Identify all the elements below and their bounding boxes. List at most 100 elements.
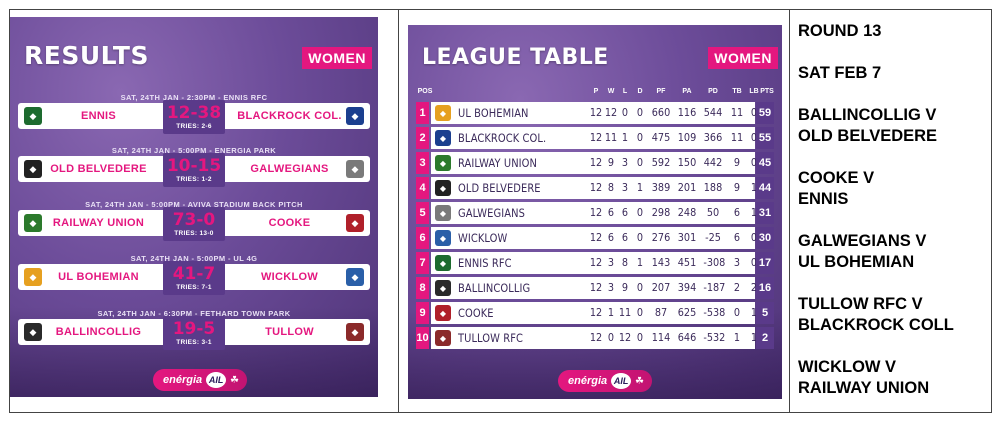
home-crest-icon: ◆ — [24, 268, 42, 286]
row-points: 55 — [756, 127, 774, 149]
cell-w: 6 — [607, 206, 615, 219]
row-body: ◆ OLD BELVEDERE 12 8 3 1 389 201 188 9 1 — [431, 177, 757, 199]
irfu-crest-icon: ☘ — [230, 374, 240, 386]
col-header-pd: PD — [708, 88, 718, 95]
away-crest-icon: ◆ — [346, 268, 364, 286]
cell-lb: 0 — [750, 156, 758, 169]
cell-tb: 9 — [733, 181, 741, 194]
home-crest-icon: ◆ — [24, 323, 42, 341]
match-result: SAT, 24TH JAN - 5:00PM - UL 4G ◆ UL BOHEMI… — [18, 253, 370, 295]
team-name: COOKE — [458, 306, 494, 320]
cell-w: 8 — [607, 181, 615, 194]
home-team: ENNIS — [80, 110, 117, 122]
cell-pd: -538 — [703, 306, 726, 319]
match-bar: ◆ OLD BELVEDERE 10-15 TRIES: 1-2 GALWEGIANS ◆ — [18, 153, 370, 187]
team-crest-icon: ◆ — [435, 105, 451, 121]
cell-tb: 6 — [733, 231, 741, 244]
row-points: 59 — [756, 102, 774, 124]
score-box: 12-38 TRIES: 2-6 — [163, 100, 225, 134]
cell-pf: 592 — [651, 156, 671, 169]
tries: TRIES: 1-2 — [176, 175, 212, 183]
table-row: 2 ◆ BLACKROCK COL. 12 11 1 0 475 109 366 11 0 55 — [416, 127, 774, 149]
fixture-home: BALLINCOLLIG V — [798, 106, 937, 124]
team-crest-icon: ◆ — [435, 330, 451, 346]
fixture-games: BALLINCOLLIG V OLD BELVEDERE COOKE V ENNIS G… — [798, 105, 988, 399]
cell-tb: 11 — [730, 106, 744, 119]
table-row: 5 ◆ GALWEGIANS 12 6 6 0 298 248 50 6 1 31 — [416, 202, 774, 224]
team-crest-icon: ◆ — [435, 280, 451, 296]
col-header-pts: PTS — [760, 88, 774, 95]
cell-pf: 207 — [651, 281, 671, 294]
fixture-away: ENNIS — [798, 190, 849, 208]
results-graphic: RESULTS WOMEN SAT, 24TH JAN - 2:30PM - E… — [10, 17, 378, 397]
cell-l: 3 — [621, 181, 629, 194]
team-name: BLACKROCK COL. — [458, 131, 547, 145]
row-points: 44 — [756, 177, 774, 199]
match-meta: SAT, 24TH JAN - 5:00PM - ENERGIA PARK — [111, 146, 277, 155]
team-name: GALWEGIANS — [458, 206, 525, 220]
cell-w: 0 — [607, 331, 615, 344]
fixture-away: BLACKROCK COLL — [798, 316, 954, 334]
cell-p: 12 — [589, 206, 603, 219]
cell-pf: 276 — [651, 231, 671, 244]
home-side: ◆ RAILWAY UNION — [24, 214, 155, 232]
fixture-away: UL BOHEMIAN — [798, 253, 915, 271]
cell-pa: 394 — [677, 281, 697, 294]
fixture: COOKE V ENNIS — [798, 168, 988, 210]
team-name: WICKLOW — [458, 231, 508, 245]
match-meta: SAT, 24TH JAN - 5:00PM - UL 4G — [130, 254, 258, 263]
cell-p: 12 — [589, 106, 603, 119]
league-title: LEAGUE TABLE — [422, 45, 609, 70]
fixture: GALWEGIANS V UL BOHEMIAN — [798, 231, 988, 273]
away-side: BLACKROCK COL. ◆ — [233, 107, 364, 125]
cell-p: 12 — [589, 231, 603, 244]
home-team: RAILWAY UNION — [52, 217, 145, 229]
cell-tb: 2 — [733, 281, 741, 294]
cell-pd: -532 — [703, 331, 726, 344]
col-header-tb: TB — [732, 88, 742, 95]
away-team: BLACKROCK COL. — [237, 110, 342, 122]
cell-pf: 114 — [651, 331, 671, 344]
away-crest-icon: ◆ — [346, 214, 364, 232]
cell-p: 12 — [589, 306, 603, 319]
match-bar: ◆ RAILWAY UNION 73-0 TRIES: 13-0 COOKE ◆ — [18, 207, 370, 241]
cell-d: 0 — [636, 231, 644, 244]
cell-pd: -187 — [703, 281, 726, 294]
tries: TRIES: 2-6 — [176, 122, 212, 130]
home-crest-icon: ◆ — [24, 107, 42, 125]
cell-tb: 3 — [733, 256, 741, 269]
cell-d: 0 — [636, 106, 644, 119]
team-name: ENNIS RFC — [458, 256, 512, 270]
round-label: ROUND 13 — [798, 22, 882, 40]
row-points: 2 — [756, 327, 774, 349]
match-meta: SAT, 24TH JAN - 5:00PM - AVIVA STADIUM B… — [85, 200, 303, 209]
table-row: 1 ◆ UL BOHEMIAN 12 12 0 0 660 116 544 11 0 59 — [416, 102, 774, 124]
row-body: ◆ GALWEGIANS 12 6 6 0 298 248 50 6 1 — [431, 202, 757, 224]
fixture-away: RAILWAY UNION — [798, 379, 930, 397]
cell-p: 12 — [589, 181, 603, 194]
away-side: COOKE ◆ — [233, 214, 364, 232]
away-team: COOKE — [268, 217, 311, 229]
col-header-w: W — [607, 88, 615, 95]
row-points: 45 — [756, 152, 774, 174]
cell-w: 1 — [607, 306, 615, 319]
team-crest-icon: ◆ — [435, 230, 451, 246]
col-header-lb: LB — [749, 88, 759, 95]
results-title: RESULTS — [24, 41, 149, 70]
cell-lb: 1 — [750, 331, 758, 344]
col-header-d: D — [637, 88, 643, 95]
row-points: 30 — [756, 227, 774, 249]
table-row: 7 ◆ ENNIS RFC 12 3 8 1 143 451 -308 3 0 17 — [416, 252, 774, 274]
row-position: 5 — [416, 202, 429, 224]
table-row: 4 ◆ OLD BELVEDERE 12 8 3 1 389 201 188 9 1 44 — [416, 177, 774, 199]
home-side: ◆ UL BOHEMIAN — [24, 268, 155, 286]
cell-w: 3 — [607, 256, 615, 269]
table-row: 10 ◆ TULLOW RFC 12 0 12 0 114 646 -532 1 1 2 — [416, 327, 774, 349]
fixture: BALLINCOLLIG V OLD BELVEDERE — [798, 105, 988, 147]
score: 19-5 — [172, 318, 216, 339]
cell-lb: 0 — [750, 231, 758, 244]
team-name: BALLINCOLLIG — [458, 281, 531, 295]
home-team: UL BOHEMIAN — [58, 271, 139, 283]
cell-pf: 87 — [654, 306, 668, 319]
match-bar: ◆ ENNIS 12-38 TRIES: 2-6 BLACKROCK COL. ◆ — [18, 100, 370, 134]
